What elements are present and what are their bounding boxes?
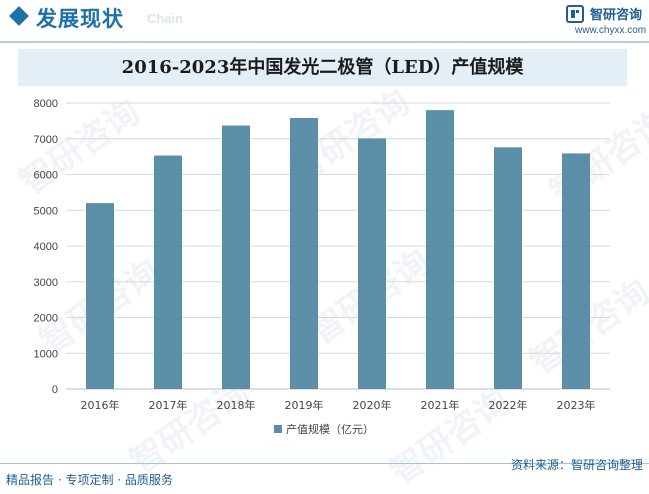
y-tick-label: 8000 <box>34 98 58 110</box>
bar <box>222 125 250 390</box>
x-tick-label: 2017年 <box>149 398 188 412</box>
header-divider <box>0 41 649 43</box>
chart-title: 2016-2023年中国发光二极管（LED）产值规模 <box>121 57 524 78</box>
x-tick-label: 2019年 <box>285 398 324 412</box>
y-tick-label: 2000 <box>34 313 58 325</box>
footer-source: 资料来源：智研咨询整理 <box>510 458 643 472</box>
page-header: 发展现状 Chain 智研咨询 www.chyxx.com <box>0 0 649 40</box>
section-subtitle: Chain <box>147 11 184 26</box>
y-tick-label: 1000 <box>34 348 58 360</box>
y-tick-label: 0 <box>52 384 58 396</box>
bar <box>562 153 590 389</box>
bar <box>358 138 386 389</box>
x-tick-label: 2020年 <box>353 398 392 412</box>
y-tick-label: 5000 <box>34 205 58 217</box>
footer-tagline: 精品报告 · 专项定制 · 品质服务 <box>6 473 173 487</box>
brand-name: 智研咨询 <box>590 8 643 23</box>
brand-logo-icon <box>566 5 584 23</box>
x-tick-label: 2018年 <box>217 398 256 412</box>
chart-title-band <box>18 49 627 86</box>
bar <box>290 118 318 389</box>
x-tick-label: 2022年 <box>489 398 528 412</box>
y-tick-label: 7000 <box>34 134 58 146</box>
bar <box>154 155 182 389</box>
footer-divider <box>0 463 649 464</box>
bar <box>426 110 454 390</box>
y-tick-label: 6000 <box>34 170 58 182</box>
bar <box>494 147 522 389</box>
y-tick-label: 3000 <box>34 277 58 289</box>
brand-url: www.chyxx.com <box>575 25 647 36</box>
legend-label: 产值规模（亿元） <box>286 422 374 436</box>
y-tick-label: 4000 <box>34 241 58 253</box>
x-tick-label: 2016年 <box>81 398 120 412</box>
x-tick-label: 2023年 <box>557 398 596 412</box>
section-title: 发展现状 <box>36 7 124 31</box>
legend-swatch <box>274 425 282 433</box>
bar <box>86 203 114 389</box>
x-tick-label: 2021年 <box>421 398 460 412</box>
